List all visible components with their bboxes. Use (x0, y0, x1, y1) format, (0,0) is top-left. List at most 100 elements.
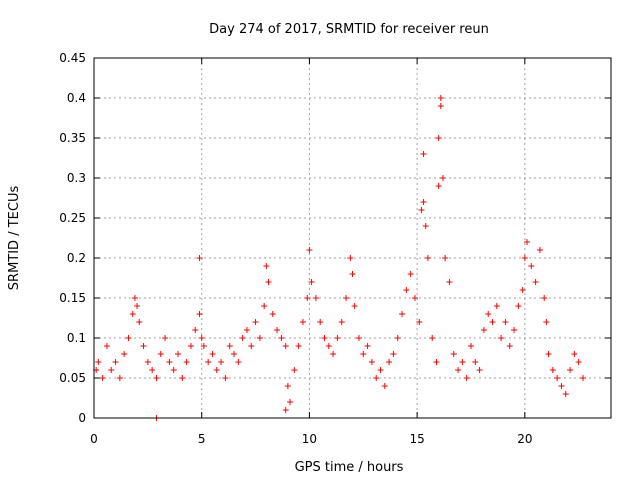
y-tick-label: 0 (78, 411, 86, 425)
data-point (532, 279, 539, 285)
data-point (243, 327, 250, 333)
data-point (349, 271, 356, 277)
data-point (373, 375, 380, 381)
data-point (278, 335, 285, 341)
data-point (343, 295, 350, 301)
data-point (558, 383, 565, 389)
data-point (218, 359, 225, 365)
x-tick-label: 20 (517, 432, 532, 446)
data-point (446, 279, 453, 285)
data-point (437, 103, 444, 109)
data-point (274, 327, 281, 333)
data-point (511, 327, 518, 333)
data-point (420, 151, 427, 157)
data-point (506, 343, 513, 349)
y-tick-label: 0.25 (59, 211, 86, 225)
data-point (252, 319, 259, 325)
data-point (455, 367, 462, 373)
data-point (521, 255, 528, 261)
data-point (170, 367, 177, 373)
data-point (187, 343, 194, 349)
data-point (295, 343, 302, 349)
data-point (134, 303, 141, 309)
data-point (360, 351, 367, 357)
grid-lines (94, 58, 611, 418)
data-point (103, 343, 110, 349)
data-point (422, 223, 429, 229)
y-tick-label: 0.15 (59, 291, 86, 305)
data-point (463, 375, 470, 381)
data-point (284, 383, 291, 389)
data-point (381, 383, 388, 389)
data-point (162, 335, 169, 341)
data-point (528, 263, 535, 269)
data-point (536, 247, 543, 253)
data-point (364, 343, 371, 349)
x-tick-label: 15 (409, 432, 424, 446)
data-point (403, 287, 410, 293)
data-point (121, 351, 128, 357)
data-point (282, 343, 289, 349)
y-axis-label: SRMTID / TECUs (7, 186, 22, 291)
y-tick-label: 0.4 (67, 91, 86, 105)
data-point (269, 311, 276, 317)
data-point (205, 359, 212, 365)
data-point (308, 279, 315, 285)
data-point (519, 287, 526, 293)
data-point (321, 335, 328, 341)
data-point (153, 375, 160, 381)
data-point (166, 359, 173, 365)
data-point (439, 175, 446, 181)
data-point (179, 375, 186, 381)
data-point (394, 335, 401, 341)
data-point (429, 335, 436, 341)
y-axis: 0 0.05 0.1 0.15 0.2 0.25 0.3 0.35 0.4 0.45 (59, 51, 611, 425)
data-point (116, 375, 123, 381)
data-point (125, 335, 132, 341)
data-point (579, 375, 586, 381)
data-point (239, 335, 246, 341)
data-point (515, 303, 522, 309)
data-point (480, 327, 487, 333)
data-point (418, 207, 425, 213)
data-point (175, 351, 182, 357)
data-point (226, 343, 233, 349)
data-point (386, 359, 393, 365)
data-point (213, 367, 220, 373)
data-point (485, 311, 492, 317)
data-point (368, 359, 375, 365)
y-tick-label: 0.05 (59, 371, 86, 385)
chart-title: Day 274 of 2017, SRMTID for receiver reu… (209, 22, 489, 37)
data-point (222, 375, 229, 381)
data-point (136, 319, 143, 325)
data-point (435, 183, 442, 189)
data-point (433, 359, 440, 365)
data-point (562, 391, 569, 397)
data-point (325, 343, 332, 349)
data-point (248, 343, 255, 349)
data-point (489, 319, 496, 325)
x-axis-label: GPS time / hours (295, 460, 404, 475)
data-point (549, 367, 556, 373)
data-point (575, 359, 582, 365)
data-point (282, 407, 289, 413)
y-tick-label: 0.1 (67, 331, 86, 345)
data-point (196, 255, 203, 261)
data-point (435, 135, 442, 141)
data-points (93, 95, 586, 421)
data-point (299, 319, 306, 325)
data-point (256, 335, 263, 341)
data-point (355, 335, 362, 341)
data-point (140, 343, 147, 349)
data-point (183, 359, 190, 365)
data-point (149, 367, 156, 373)
data-point (424, 255, 431, 261)
data-point (567, 367, 574, 373)
data-point (334, 335, 341, 341)
data-point (476, 367, 483, 373)
y-tick-label: 0.35 (59, 131, 86, 145)
data-point (416, 319, 423, 325)
data-point (541, 295, 548, 301)
data-point (144, 359, 151, 365)
